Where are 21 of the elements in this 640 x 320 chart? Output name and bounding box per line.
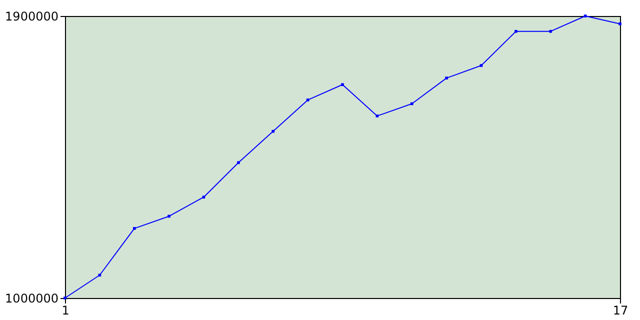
point — [584, 14, 587, 18]
point — [237, 161, 240, 164]
point — [132, 227, 136, 230]
line-series — [64, 14, 622, 300]
point — [514, 30, 518, 33]
point — [549, 30, 552, 33]
point — [618, 22, 622, 26]
point — [168, 214, 170, 218]
point — [64, 296, 66, 300]
point — [306, 98, 310, 102]
x-tick-label: 1 — [62, 304, 70, 318]
point — [98, 274, 102, 277]
point — [376, 114, 379, 118]
y-tick-label: 1900000 — [5, 10, 58, 24]
x-tick-label: 17 — [612, 304, 628, 318]
point — [410, 102, 414, 106]
point — [202, 196, 206, 199]
point — [341, 83, 344, 86]
point — [480, 64, 483, 67]
point — [272, 130, 275, 133]
y-tick-label: 1000000 — [5, 292, 58, 306]
